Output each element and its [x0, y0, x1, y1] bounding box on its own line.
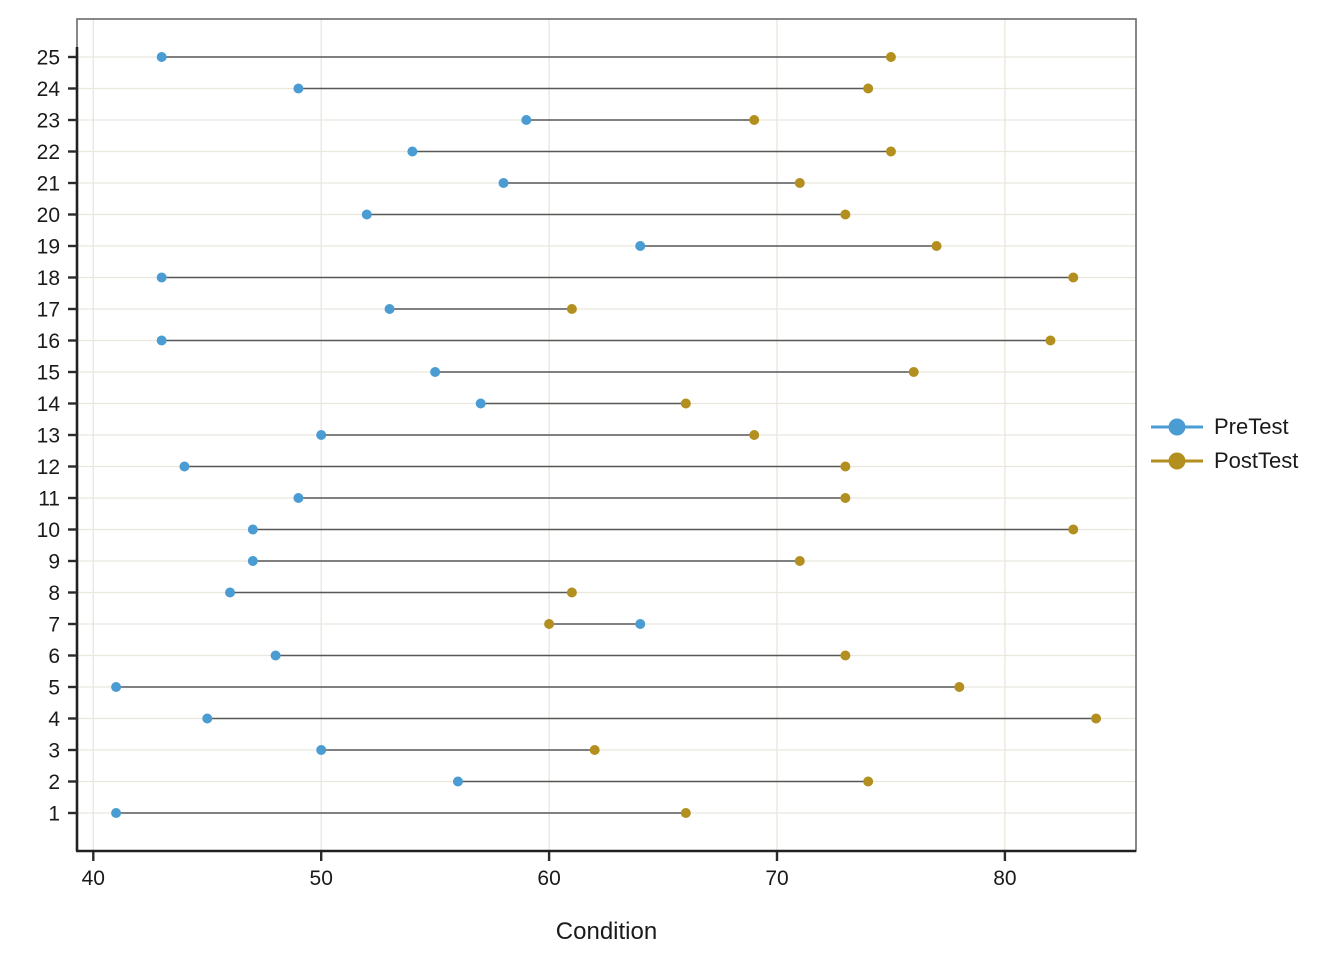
- pretest-key-icon: [1151, 418, 1203, 436]
- point-posttest: [840, 461, 851, 472]
- y-tick-label: 25: [37, 47, 60, 70]
- posttest-key-icon: [1151, 452, 1203, 470]
- y-tick-label: 11: [38, 488, 60, 511]
- y-tick-label: 3: [48, 740, 60, 763]
- y-tick-label: 17: [37, 299, 60, 322]
- point-pretest: [430, 367, 441, 377]
- y-tick-label: 5: [48, 677, 60, 700]
- y-tick-label: 8: [48, 582, 60, 605]
- point-pretest: [635, 241, 646, 251]
- y-tick-label: 21: [37, 173, 60, 196]
- x-tick-label: 50: [310, 867, 333, 890]
- point-pretest: [498, 178, 509, 188]
- point-pretest: [293, 493, 304, 503]
- x-tick-label: 60: [537, 867, 560, 890]
- point-posttest: [1068, 272, 1079, 283]
- y-tick-label: 10: [37, 519, 60, 542]
- point-pretest: [225, 587, 236, 598]
- y-tick-label: 14: [37, 393, 61, 416]
- point-pretest: [521, 115, 532, 125]
- point-posttest: [954, 682, 965, 692]
- point-posttest: [840, 650, 851, 661]
- y-tick-label: 23: [37, 110, 60, 133]
- point-posttest: [908, 367, 919, 377]
- point-posttest: [863, 776, 874, 787]
- legend-label-posttest: PostTest: [1214, 448, 1299, 473]
- point-posttest: [566, 304, 577, 314]
- point-posttest: [840, 209, 851, 220]
- point-posttest: [863, 83, 874, 94]
- point-pretest: [156, 335, 167, 346]
- point-pretest: [384, 304, 395, 314]
- y-tick-label: 20: [37, 204, 60, 227]
- point-pretest: [270, 650, 281, 661]
- legend-item-pretest: PreTest: [1150, 411, 1298, 443]
- x-tick-label: 40: [82, 867, 105, 890]
- point-pretest: [111, 682, 122, 692]
- y-tick-label: 22: [37, 141, 60, 164]
- point-posttest: [680, 808, 691, 818]
- point-pretest: [111, 808, 122, 818]
- point-pretest: [452, 776, 463, 787]
- point-posttest: [680, 398, 691, 409]
- y-tick-label: 19: [37, 236, 60, 259]
- point-posttest: [931, 241, 942, 251]
- y-tick-label: 16: [37, 330, 60, 353]
- y-tick-label: 1: [48, 803, 60, 826]
- point-pretest: [407, 146, 418, 157]
- point-posttest: [544, 619, 555, 629]
- y-tick-label: 2: [48, 771, 60, 794]
- y-tick-label: 24: [37, 78, 61, 101]
- y-tick-label: 7: [48, 614, 60, 637]
- legend: PreTest PostTest: [1150, 411, 1298, 477]
- point-posttest: [1068, 524, 1079, 535]
- point-pretest: [179, 461, 190, 472]
- x-axis-title: Condition: [555, 918, 658, 945]
- y-tick-label: 12: [37, 456, 60, 479]
- legend-label-pretest: PreTest: [1214, 414, 1289, 439]
- y-tick-label: 6: [48, 645, 60, 668]
- point-pretest: [316, 745, 327, 755]
- point-pretest: [475, 398, 486, 409]
- y-tick-label: 13: [37, 425, 60, 448]
- point-pretest: [247, 556, 258, 566]
- y-tick-label: 4: [48, 708, 60, 731]
- point-pretest: [202, 713, 213, 724]
- point-posttest: [794, 556, 805, 566]
- point-pretest: [293, 83, 304, 94]
- point-pretest: [361, 209, 372, 220]
- point-posttest: [749, 430, 760, 440]
- point-posttest: [1045, 335, 1056, 346]
- x-tick-label: 70: [765, 867, 788, 890]
- y-tick-label: 9: [48, 551, 60, 574]
- point-pretest: [316, 430, 327, 440]
- y-tick-label: 18: [37, 267, 60, 290]
- point-posttest: [885, 52, 896, 62]
- point-pretest: [247, 524, 258, 535]
- point-posttest: [794, 178, 805, 188]
- x-tick-label: 80: [993, 867, 1016, 890]
- point-pretest: [156, 272, 167, 283]
- point-pretest: [635, 619, 646, 629]
- point-pretest: [156, 52, 167, 62]
- point-posttest: [566, 587, 577, 598]
- y-tick-label: 15: [37, 362, 60, 385]
- point-posttest: [589, 745, 600, 755]
- point-posttest: [840, 493, 851, 503]
- point-posttest: [1091, 713, 1102, 724]
- legend-item-posttest: PostTest: [1150, 445, 1298, 477]
- point-posttest: [749, 115, 760, 125]
- point-posttest: [885, 146, 896, 157]
